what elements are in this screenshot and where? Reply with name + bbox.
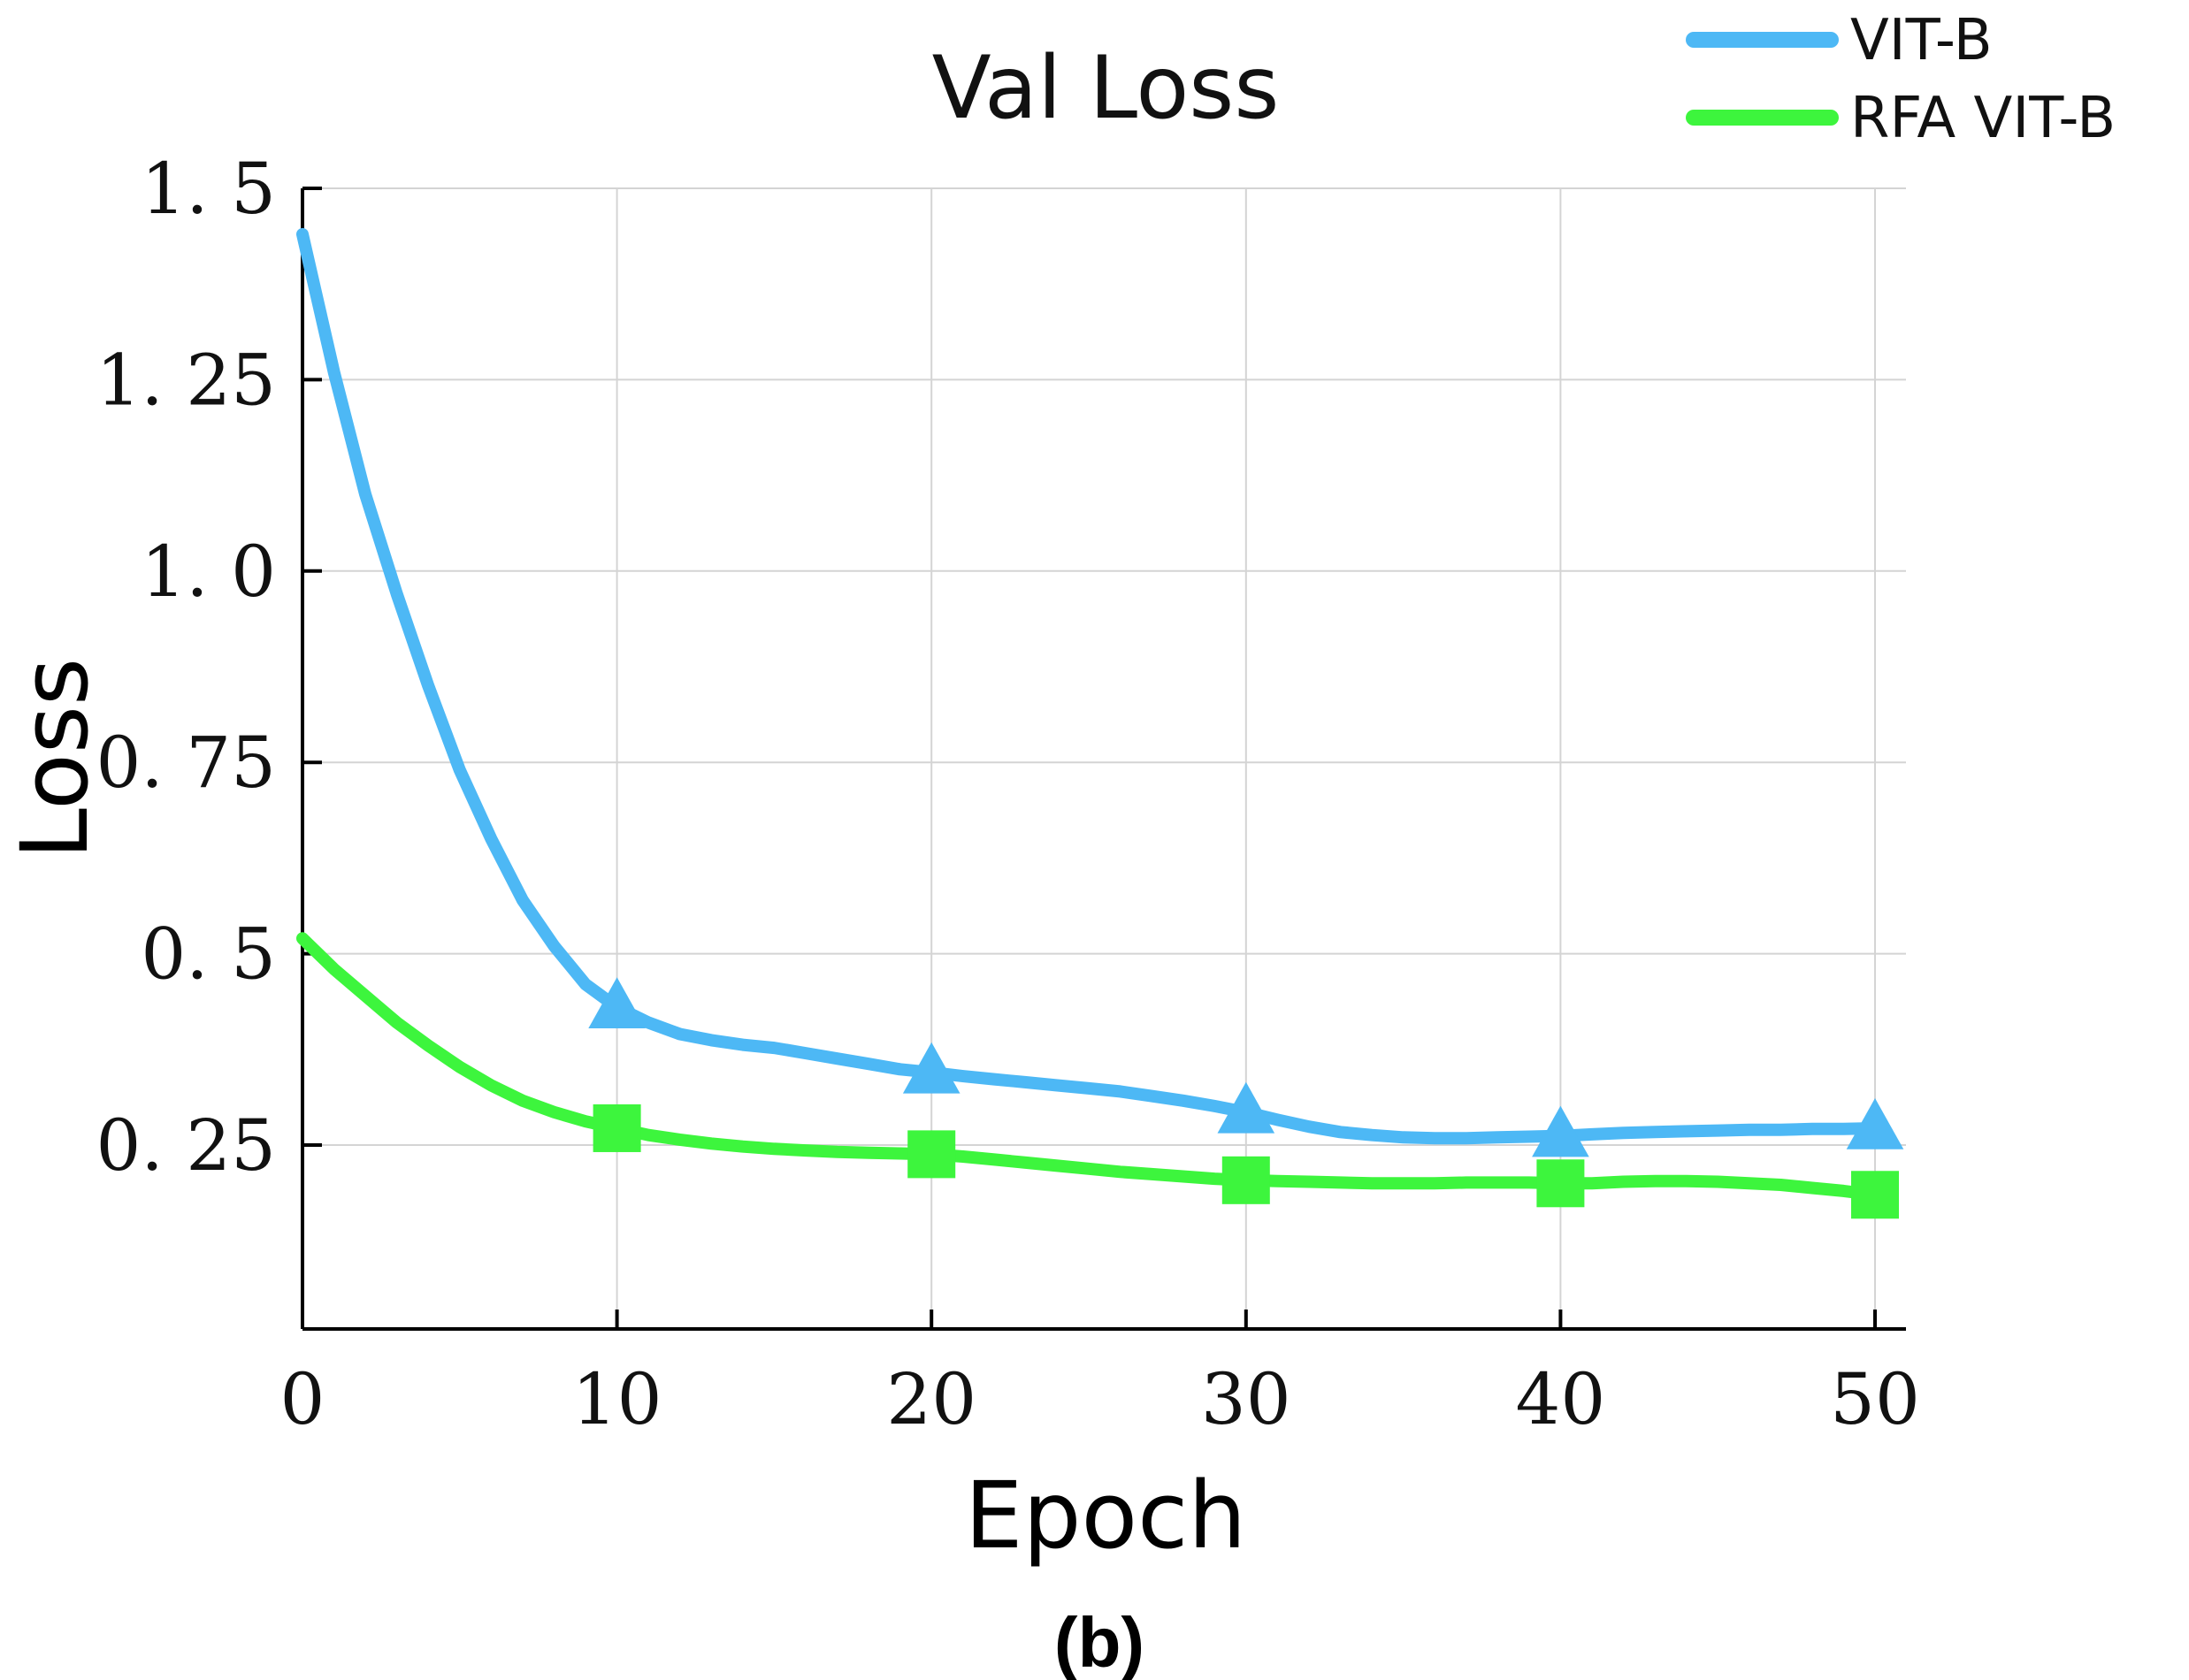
markers [588, 977, 1904, 1219]
marker-triangle [902, 1042, 961, 1094]
x-tick-label: 30 [1201, 1358, 1291, 1440]
chart-title: Val Loss [932, 38, 1280, 139]
legend-label: RFA VIT-B [1850, 86, 2116, 151]
series [296, 227, 1881, 1202]
marker-square [1851, 1171, 1899, 1219]
marker-triangle [1217, 1081, 1275, 1134]
marker-square [593, 1103, 641, 1152]
legend-label: VIT-B [1850, 8, 1993, 73]
figure-caption: (b) [1054, 1603, 1144, 1680]
marker-square [1221, 1156, 1270, 1204]
y-tick-label: 0. 5 [141, 913, 276, 996]
x-tick-label: 20 [886, 1358, 976, 1440]
grid [302, 187, 1906, 1329]
axes [301, 187, 1906, 1331]
y-axis-label: Loss [1, 658, 109, 859]
series-line-rfa-vit-b [296, 932, 1881, 1202]
legend: VIT-B RFA VIT-B [1686, 8, 2116, 151]
y-tick-label: 1. 0 [141, 531, 276, 613]
y-tick-label: 1. 25 [96, 339, 276, 421]
marker-triangle [588, 977, 646, 1028]
marker-square [1536, 1159, 1585, 1208]
x-tick-label: 40 [1516, 1358, 1606, 1440]
tick-labels: 0. 25 0. 5 0. 75 1. 0 1. 25 1. 5 0 10 20 30 40 50 [96, 148, 1919, 1440]
series-line-vit-b [296, 227, 1881, 1145]
x-tick-label: 50 [1830, 1358, 1920, 1440]
marker-square [907, 1130, 956, 1179]
x-tick-label: 10 [572, 1358, 662, 1440]
x-axis-label: Epoch [965, 1462, 1246, 1569]
x-tick-label: 0 [280, 1358, 325, 1440]
marker-triangle [1532, 1105, 1589, 1157]
y-tick-label: 1. 5 [141, 148, 276, 230]
y-tick-label: 0. 75 [96, 722, 276, 804]
y-tick-label: 0. 25 [96, 1104, 276, 1187]
marker-triangle [1846, 1097, 1904, 1149]
